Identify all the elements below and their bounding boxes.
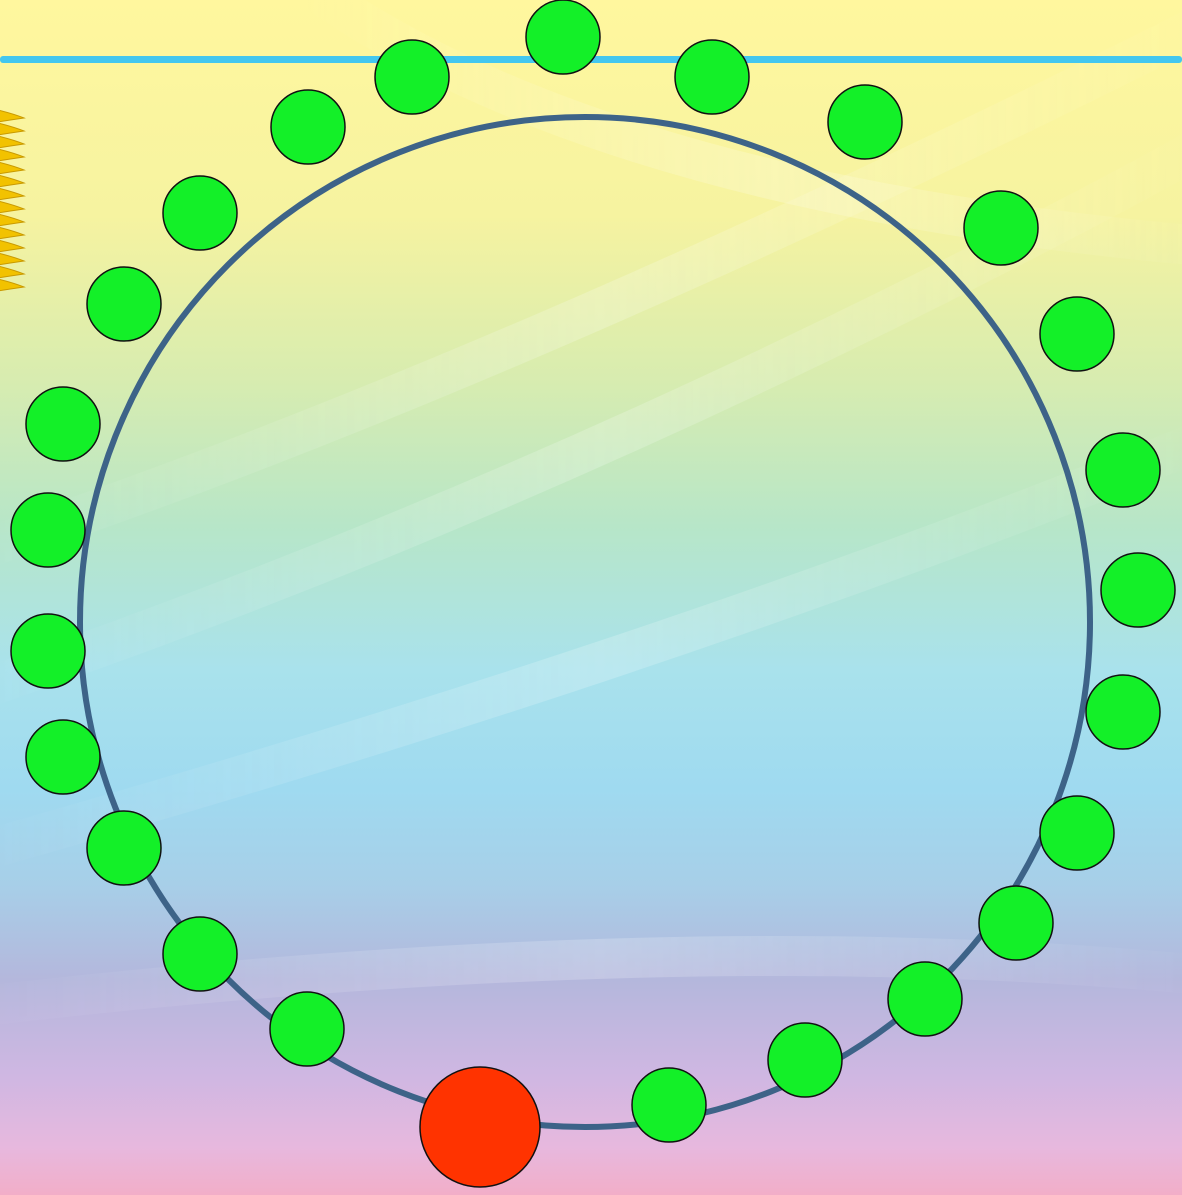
sun-ray: [0, 200, 26, 214]
sun-icon: [0, 109, 26, 292]
sun-ray: [0, 109, 26, 123]
green-bead: [631, 1067, 707, 1143]
green-bead: [86, 810, 162, 886]
green-bead: [25, 719, 101, 795]
green-bead: [374, 39, 450, 115]
sun-ray: [0, 148, 26, 162]
sun-ray: [0, 213, 26, 227]
sun-ray: [0, 265, 26, 279]
sun-ray: [0, 252, 26, 266]
green-bead: [827, 84, 903, 160]
green-bead: [10, 613, 86, 689]
green-bead: [162, 175, 238, 251]
green-bead: [963, 190, 1039, 266]
red-bead: [419, 1066, 541, 1188]
green-bead: [1085, 432, 1161, 508]
green-bead: [1039, 795, 1115, 871]
green-bead: [1085, 674, 1161, 750]
green-bead: [525, 0, 601, 75]
green-bead: [674, 39, 750, 115]
green-bead: [10, 492, 86, 568]
sun-ray: [0, 174, 26, 188]
green-bead: [162, 916, 238, 992]
sun-ray: [0, 239, 26, 253]
green-bead: [767, 1022, 843, 1098]
sun-ray: [0, 135, 26, 149]
sun-ray: [0, 122, 26, 136]
green-bead: [86, 266, 162, 342]
beads: [10, 0, 1176, 1188]
green-bead: [1039, 296, 1115, 372]
sun-ray: [0, 226, 26, 240]
sun-ray: [0, 278, 26, 292]
sun-ray: [0, 187, 26, 201]
sun-ray: [0, 161, 26, 175]
green-bead: [887, 961, 963, 1037]
background-swooshes: [0, 0, 1182, 1025]
green-bead: [978, 885, 1054, 961]
green-bead: [1100, 552, 1176, 628]
green-bead: [25, 386, 101, 462]
ring: [77, 114, 1093, 1130]
green-bead: [269, 991, 345, 1067]
green-bead: [270, 89, 346, 165]
